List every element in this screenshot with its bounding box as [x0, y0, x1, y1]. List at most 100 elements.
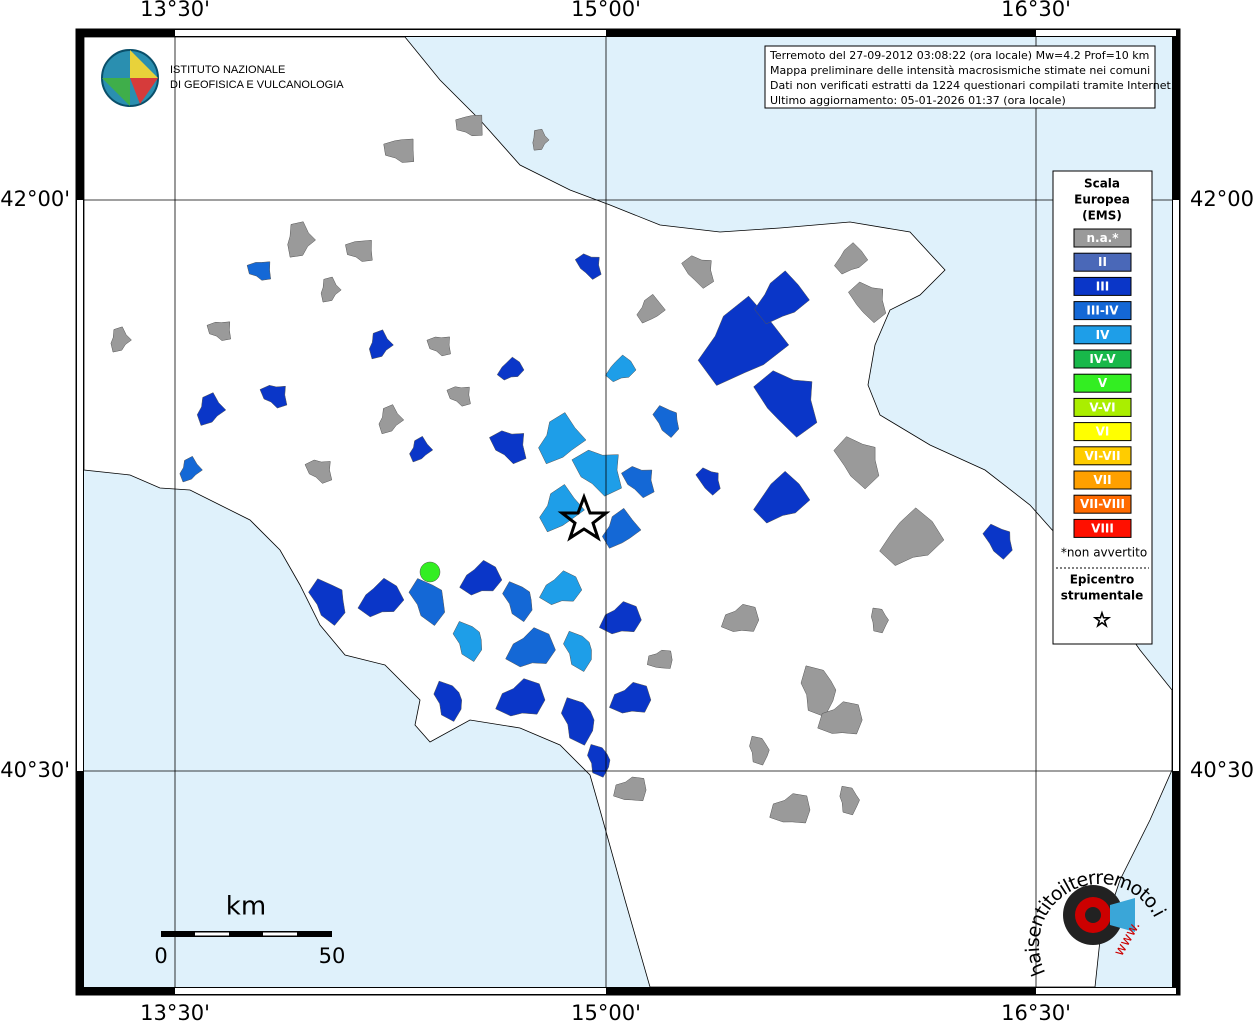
municipality: [459, 559, 503, 596]
municipality: [754, 270, 810, 325]
info-line: Ultimo aggiornamento: 05-01-2026 01:37 (…: [770, 94, 1066, 107]
municipality: [539, 484, 585, 533]
municipality: [561, 697, 595, 746]
legend-label: III-IV: [1086, 304, 1119, 318]
municipality: [502, 581, 533, 623]
municipality: [695, 467, 721, 496]
info-line: Mappa preliminare delle intensità macros…: [770, 64, 1150, 77]
municipality: [452, 621, 482, 662]
municipality: [110, 326, 132, 353]
municipality: [613, 776, 647, 802]
land: [83, 36, 1173, 988]
legend-epicenter: Epicentro: [1070, 573, 1135, 587]
municipalities: [110, 114, 1013, 824]
municipality: [749, 735, 770, 766]
municipality: [720, 604, 760, 632]
scale-label: 50: [319, 944, 346, 968]
municipality: [308, 578, 346, 626]
municipality: [320, 276, 342, 303]
legend-swatch: [1073, 397, 1132, 417]
municipality: [433, 680, 462, 722]
info-box: [764, 45, 1156, 109]
legend-swatch: [1073, 325, 1132, 345]
municipality: [834, 242, 869, 275]
legend-title: (EMS): [1082, 209, 1122, 223]
lon-label: 15°00': [571, 1001, 641, 1024]
municipality: [304, 459, 333, 484]
legend-swatch: [1073, 276, 1132, 296]
legend-swatch: [1073, 446, 1132, 466]
lon-label: 15°00': [571, 0, 641, 21]
municipality: [753, 470, 811, 524]
municipality: [246, 261, 271, 281]
municipality: [426, 336, 451, 357]
municipality: [647, 649, 673, 669]
legend-label: VI-VII: [1084, 449, 1120, 463]
legend-label: VII-VIII: [1080, 497, 1125, 511]
legend-epicenter: strumentale: [1061, 589, 1144, 603]
lon-label: 13°30': [140, 0, 210, 21]
municipality: [817, 701, 863, 735]
municipality: [848, 281, 887, 324]
municipality: [605, 354, 637, 383]
legend-title: Scala: [1084, 177, 1120, 191]
municipality: [538, 412, 587, 465]
legend-swatch: [1073, 470, 1132, 490]
municipality: [609, 682, 652, 714]
municipality: [378, 404, 405, 435]
scale-bar: km 0 50: [154, 892, 345, 969]
municipality: [495, 678, 546, 717]
legend-swatch: [1073, 518, 1132, 538]
municipality: [408, 578, 445, 626]
lat-label: 42°00': [1190, 187, 1255, 211]
legend-label: V: [1098, 376, 1108, 390]
municipality: [419, 561, 441, 583]
legend-swatch: [1073, 373, 1132, 393]
municipality: [446, 386, 471, 407]
municipality: [357, 577, 405, 618]
legend-star: ☆: [1093, 608, 1111, 632]
municipality: [383, 138, 415, 163]
legend-swatch: [1073, 349, 1132, 369]
municipality: [800, 665, 837, 718]
legend-swatch: [1073, 228, 1132, 248]
municipality: [179, 455, 203, 483]
scale-unit: km: [226, 892, 266, 922]
municipality: [839, 785, 860, 816]
municipality: [598, 601, 642, 635]
municipality: [574, 253, 602, 280]
lon-label: 16°30': [1001, 0, 1071, 21]
municipality: [496, 356, 525, 381]
legend-label: V-VI: [1089, 400, 1115, 414]
municipality: [196, 392, 227, 426]
legend-label: IV-V: [1089, 352, 1116, 366]
lat-label: 42°00': [0, 187, 70, 211]
municipality: [871, 607, 889, 634]
lat-label: 40°30': [1190, 758, 1255, 782]
legend-swatch: [1073, 494, 1132, 514]
municipality: [532, 128, 550, 151]
municipality: [259, 385, 288, 409]
lon-label: 16°30': [1001, 1001, 1071, 1024]
municipality: [505, 627, 556, 668]
municipality: [563, 630, 592, 672]
municipality: [636, 293, 666, 324]
municipality: [206, 321, 231, 341]
info-line: Dati non verificati estratti da 1224 que…: [770, 79, 1174, 92]
municipality: [833, 436, 880, 490]
legend-label: VI: [1096, 425, 1110, 439]
info-line: Terremoto del 27-09-2012 03:08:22 (ora l…: [769, 49, 1149, 62]
epicenter: [557, 492, 611, 542]
legend-title: Europea: [1074, 193, 1130, 207]
legend-note: *non avvertito: [1061, 546, 1147, 560]
scale-label: 0: [154, 944, 167, 968]
legend-label: IV: [1096, 328, 1110, 342]
legend-label: VIII: [1091, 521, 1114, 535]
ingv-logo: ISTITUTO NAZIONALE DI GEOFISICA E VULCAN…: [101, 49, 344, 107]
legend-swatch: [1073, 422, 1132, 442]
municipality: [539, 570, 583, 605]
municipality: [287, 221, 316, 258]
municipality: [345, 240, 373, 262]
